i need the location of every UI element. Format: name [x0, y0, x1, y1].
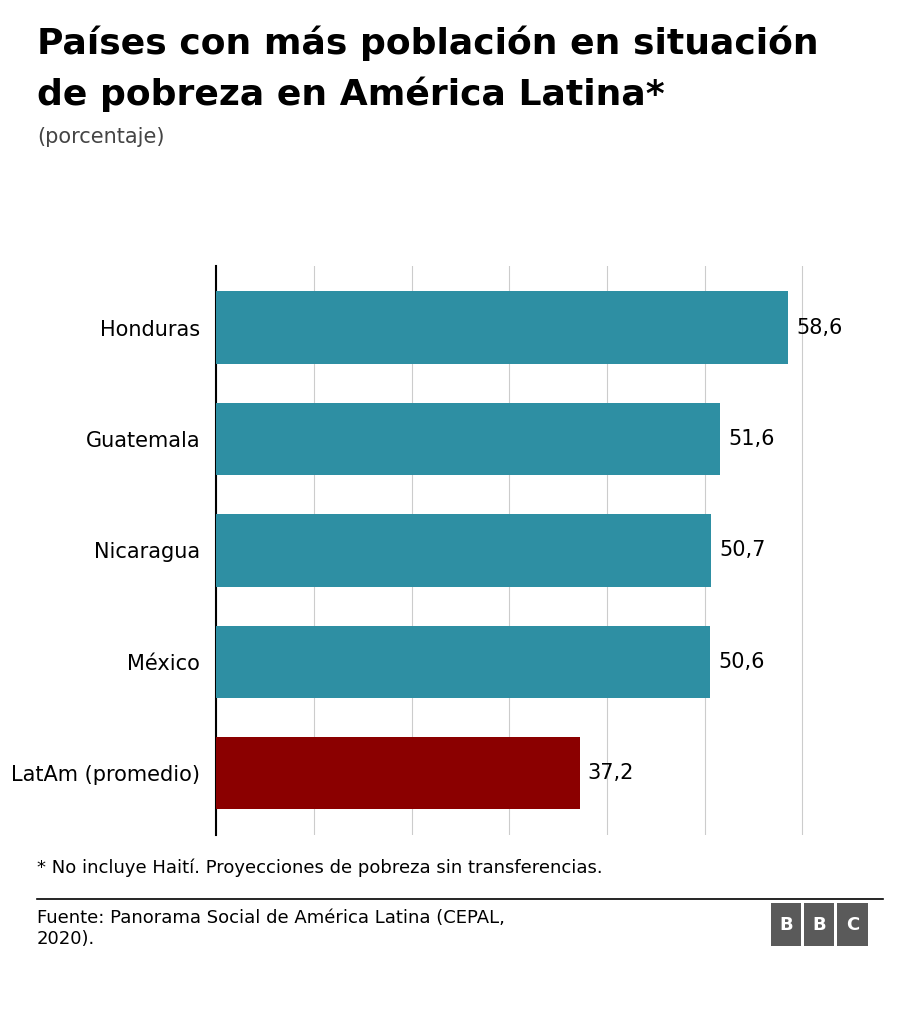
Text: * No incluye Haití. Proyecciones de pobreza sin transferencias.: * No incluye Haití. Proyecciones de pobr… — [37, 858, 602, 877]
Text: 50,7: 50,7 — [719, 541, 765, 560]
Text: B: B — [778, 915, 792, 934]
Text: B: B — [811, 915, 825, 934]
Text: (porcentaje): (porcentaje) — [37, 127, 165, 147]
Bar — [216, 291, 788, 364]
Bar — [216, 402, 720, 475]
Bar — [216, 514, 710, 587]
Text: Países con más población en situación: Países con más población en situación — [37, 26, 818, 61]
Text: 37,2: 37,2 — [586, 763, 633, 783]
Text: C: C — [845, 915, 858, 934]
Text: 50,6: 50,6 — [718, 652, 764, 672]
Text: 51,6: 51,6 — [727, 429, 774, 449]
Text: Fuente: Panorama Social de América Latina (CEPAL,
2020).: Fuente: Panorama Social de América Latin… — [37, 909, 505, 948]
Bar — [216, 626, 709, 698]
Text: de pobreza en América Latina*: de pobreza en América Latina* — [37, 77, 664, 113]
Bar — [216, 737, 579, 810]
Text: 58,6: 58,6 — [796, 317, 842, 338]
